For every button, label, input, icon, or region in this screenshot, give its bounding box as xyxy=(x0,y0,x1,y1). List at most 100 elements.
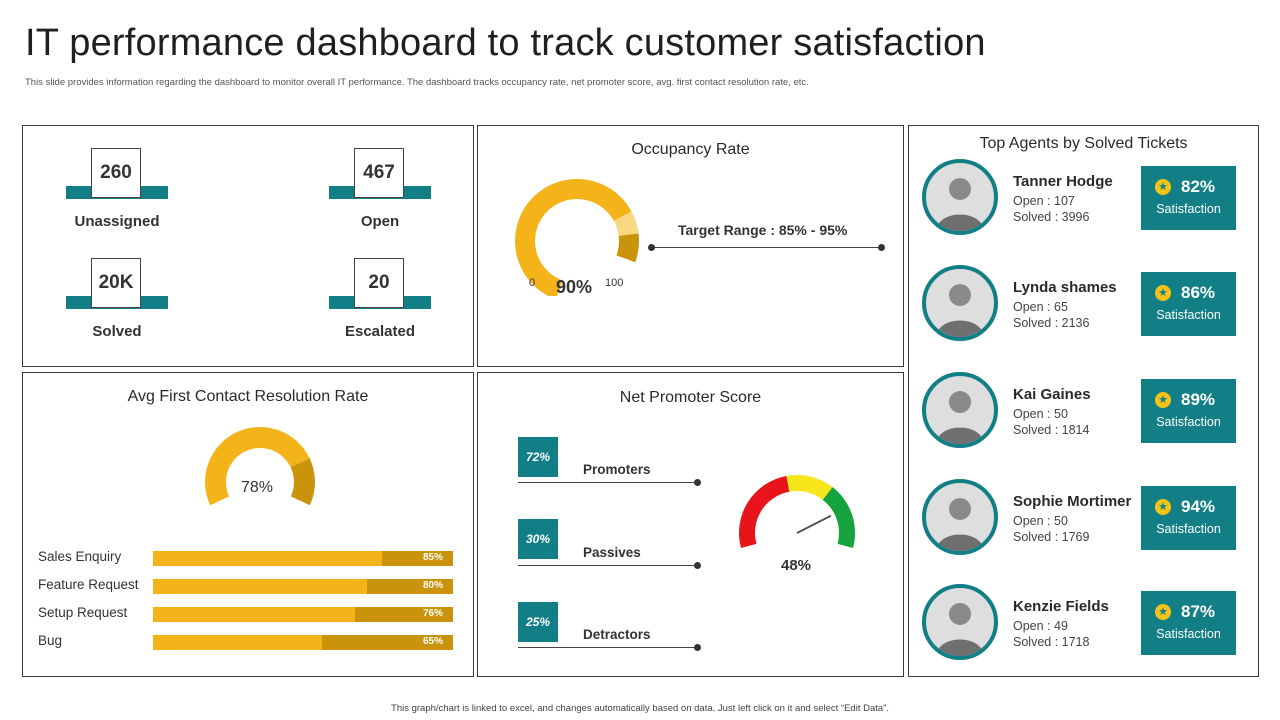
fcr-bar-track: 80% xyxy=(153,579,453,594)
detractors-label: Detractors xyxy=(583,627,651,642)
star-icon: ★ xyxy=(1155,179,1171,195)
passives-label: Passives xyxy=(583,545,641,560)
fcr-row-label: Setup Request xyxy=(38,605,128,620)
fcr-value: 78% xyxy=(241,479,274,496)
fcr-row: Feature Request 80% xyxy=(23,577,473,594)
fcr-row: Bug 65% xyxy=(23,633,473,650)
top-agents-panel: Top Agents by Solved Tickets Tanner Hodg… xyxy=(908,125,1259,677)
fcr-bar-value: 85% xyxy=(422,552,443,563)
nps-panel: Net Promoter Score 72% Promoters 30% Pas… xyxy=(477,372,904,677)
promoters-dot xyxy=(694,479,701,486)
fcr-bar-track: 65% xyxy=(153,635,453,650)
fcr-bar-value: 80% xyxy=(422,580,443,591)
occupancy-value: 90% xyxy=(556,277,593,297)
nps-title: Net Promoter Score xyxy=(619,389,762,406)
target-dot-left xyxy=(648,244,655,251)
avatar xyxy=(922,479,998,555)
agent-name: Lynda shames xyxy=(1013,279,1117,296)
agent-solved: Solved : 3996 xyxy=(1013,210,1090,224)
nps-gauge-red-segment xyxy=(739,475,790,549)
page-subtitle: This slide provides information regardin… xyxy=(25,77,809,88)
passives-badge: 30% xyxy=(518,519,558,559)
nps-gauge-green-segment xyxy=(822,487,855,549)
detractors-badge: 25% xyxy=(518,602,558,642)
fcr-panel: Avg First Contact Resolution Rate 78% Sa… xyxy=(22,372,474,677)
person-silhouette-icon xyxy=(936,498,984,551)
satisfaction-label: Satisfaction xyxy=(1156,415,1221,429)
fcr-bar-end xyxy=(382,551,453,566)
agent-card: Tanner Hodge Open : 107 Solved : 3996 ★ 82% S… xyxy=(909,159,1259,249)
satisfaction-value: 82% xyxy=(1181,177,1216,196)
satisfaction-value: 86% xyxy=(1181,283,1216,302)
occupancy-panel: Occupancy Rate 0 100 90% Target Range : … xyxy=(477,125,904,367)
satisfaction-label: Satisfaction xyxy=(1156,308,1221,322)
avatar xyxy=(922,372,998,448)
occupancy-title: Occupancy Rate xyxy=(631,141,750,158)
nps-score: 48% xyxy=(781,557,812,574)
agent-card: Kenzie Fields Open : 49 Solved : 1718 ★ 87% S… xyxy=(909,584,1259,674)
satisfaction-badge: ★ 82% Satisfaction xyxy=(1141,166,1236,230)
satisfaction-value: 94% xyxy=(1181,497,1216,516)
satisfaction-value: 89% xyxy=(1181,390,1216,409)
fcr-bar-track: 76% xyxy=(153,607,453,622)
nps-gauge xyxy=(739,475,855,549)
star-icon: ★ xyxy=(1155,392,1171,408)
stat-label: Solved xyxy=(92,323,142,340)
agent-solved: Solved : 1814 xyxy=(1013,423,1090,437)
occupancy-target-label: Target Range : 85% - 95% xyxy=(678,222,848,238)
passives-line xyxy=(518,565,698,566)
agent-name: Sophie Mortimer xyxy=(1013,493,1132,510)
satisfaction-badge: ★ 89% Satisfaction xyxy=(1141,379,1236,443)
fcr-row-label: Sales Enquiry xyxy=(38,549,122,564)
satisfaction-label: Satisfaction xyxy=(1156,522,1221,536)
fcr-bar-value: 76% xyxy=(422,608,443,619)
passives-dot xyxy=(694,562,701,569)
agent-open: Open : 107 xyxy=(1013,194,1075,208)
top-agents-title: Top Agents by Solved Tickets xyxy=(979,135,1188,152)
satisfaction-value: 87% xyxy=(1181,602,1216,621)
stat-value: 20 xyxy=(354,258,404,308)
page-title: IT performance dashboard to track custom… xyxy=(25,22,986,64)
stat-value: 260 xyxy=(91,148,141,198)
agent-name: Kenzie Fields xyxy=(1013,598,1109,615)
stat-value: 20K xyxy=(91,258,141,308)
nps-gauge-yellow-segment xyxy=(786,475,833,500)
fcr-gauge-fill xyxy=(205,427,310,506)
person-silhouette-icon xyxy=(936,178,984,231)
promoters-badge: 72% xyxy=(518,437,558,477)
agent-solved: Solved : 2136 xyxy=(1013,316,1090,330)
occupancy-gauge-target-band xyxy=(613,211,639,236)
agent-card: Sophie Mortimer Open : 50 Solved : 1769 ★ 94… xyxy=(909,479,1259,569)
stat-label: Open xyxy=(360,213,400,230)
agent-solved: Solved : 1769 xyxy=(1013,530,1090,544)
footer-note: This graph/chart is linked to excel, and… xyxy=(391,703,889,714)
satisfaction-label: Satisfaction xyxy=(1156,627,1221,641)
fcr-bar-end xyxy=(322,635,453,650)
agent-open: Open : 50 xyxy=(1013,514,1068,528)
fcr-row: Sales Enquiry 85% xyxy=(23,549,473,566)
fcr-row: Setup Request 76% xyxy=(23,605,473,622)
satisfaction-badge: ★ 87% Satisfaction xyxy=(1141,591,1236,655)
star-icon: ★ xyxy=(1155,285,1171,301)
star-icon: ★ xyxy=(1155,604,1171,620)
detractors-dot xyxy=(694,644,701,651)
person-silhouette-icon xyxy=(936,391,984,444)
person-silhouette-icon xyxy=(936,284,984,337)
person-silhouette-icon xyxy=(936,603,984,656)
fcr-bar-value: 65% xyxy=(422,636,443,647)
target-dot-right xyxy=(878,244,885,251)
avatar xyxy=(922,584,998,660)
fcr-bar-track: 85% xyxy=(153,551,453,566)
satisfaction-badge: ★ 86% Satisfaction xyxy=(1141,272,1236,336)
ticket-stats-panel: 260 Unassigned 467 Open 20K Solved 20 Es… xyxy=(22,125,474,367)
stat-unassigned: 260 Unassigned xyxy=(66,148,168,230)
fcr-title: Avg First Contact Resolution Rate xyxy=(127,388,369,405)
target-line xyxy=(652,247,882,248)
satisfaction-label: Satisfaction xyxy=(1156,202,1221,216)
fcr-bar-end xyxy=(367,579,453,594)
fcr-row-label: Feature Request xyxy=(38,577,139,592)
agent-card: Kai Gaines Open : 50 Solved : 1814 ★ 89% Sati… xyxy=(909,372,1259,462)
agent-solved: Solved : 1718 xyxy=(1013,635,1090,649)
agent-open: Open : 49 xyxy=(1013,619,1068,633)
satisfaction-badge: ★ 94% Satisfaction xyxy=(1141,486,1236,550)
